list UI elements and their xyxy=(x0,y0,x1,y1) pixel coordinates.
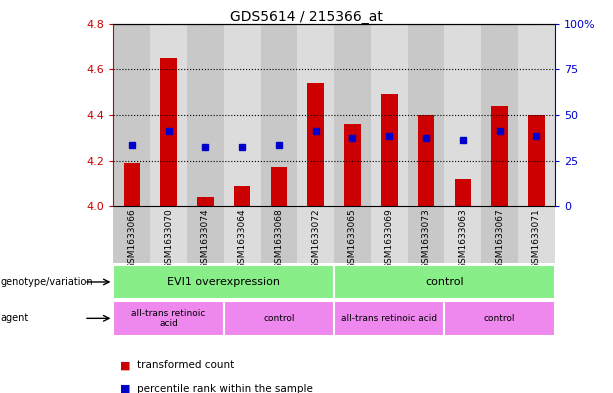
Bar xyxy=(261,206,297,263)
Bar xyxy=(113,206,150,263)
Bar xyxy=(455,179,471,206)
Bar xyxy=(150,206,187,263)
Bar xyxy=(197,197,214,206)
Text: control: control xyxy=(484,314,516,323)
Bar xyxy=(271,167,287,206)
Bar xyxy=(408,24,444,206)
Bar xyxy=(161,58,177,206)
Bar xyxy=(334,24,371,206)
Text: percentile rank within the sample: percentile rank within the sample xyxy=(137,384,313,393)
Bar xyxy=(408,206,444,263)
Bar xyxy=(518,24,555,206)
Text: GSM1633063: GSM1633063 xyxy=(459,208,467,269)
Bar xyxy=(113,24,150,206)
Bar xyxy=(518,206,555,263)
Text: GSM1633064: GSM1633064 xyxy=(238,208,246,269)
Bar xyxy=(124,163,140,206)
Text: control: control xyxy=(425,277,464,287)
Bar xyxy=(234,186,251,206)
Text: genotype/variation: genotype/variation xyxy=(1,277,93,287)
Bar xyxy=(224,301,334,336)
Text: control: control xyxy=(263,314,295,323)
Text: agent: agent xyxy=(1,313,29,323)
Bar xyxy=(444,206,481,263)
Bar xyxy=(481,206,518,263)
Text: GDS5614 / 215366_at: GDS5614 / 215366_at xyxy=(230,10,383,24)
Bar xyxy=(381,94,398,206)
Bar xyxy=(187,206,224,263)
Text: GSM1633071: GSM1633071 xyxy=(532,208,541,269)
Bar xyxy=(492,106,508,206)
Bar xyxy=(444,301,555,336)
Bar xyxy=(371,24,408,206)
Text: all-trans retinoic
acid: all-trans retinoic acid xyxy=(131,309,206,328)
Bar xyxy=(150,24,187,206)
Bar xyxy=(261,24,297,206)
Bar xyxy=(345,124,361,206)
Text: EVI1 overexpression: EVI1 overexpression xyxy=(167,277,280,287)
Text: ■: ■ xyxy=(120,384,130,393)
Bar xyxy=(371,206,408,263)
Text: GSM1633073: GSM1633073 xyxy=(422,208,430,269)
Bar xyxy=(418,115,435,206)
Bar xyxy=(113,301,224,336)
Text: GSM1633065: GSM1633065 xyxy=(348,208,357,269)
Bar xyxy=(528,115,544,206)
Bar xyxy=(224,206,261,263)
Bar xyxy=(481,24,518,206)
Text: GSM1633069: GSM1633069 xyxy=(385,208,394,269)
Bar xyxy=(334,206,371,263)
Bar xyxy=(113,265,334,299)
Bar xyxy=(308,83,324,206)
Text: GSM1633070: GSM1633070 xyxy=(164,208,173,269)
Bar xyxy=(224,24,261,206)
Text: GSM1633066: GSM1633066 xyxy=(128,208,136,269)
Text: GSM1633067: GSM1633067 xyxy=(495,208,504,269)
Text: all-trans retinoic acid: all-trans retinoic acid xyxy=(341,314,437,323)
Bar xyxy=(334,265,555,299)
Bar xyxy=(334,301,444,336)
Text: GSM1633074: GSM1633074 xyxy=(201,208,210,269)
Text: GSM1633068: GSM1633068 xyxy=(275,208,283,269)
Text: transformed count: transformed count xyxy=(137,360,234,371)
Text: GSM1633072: GSM1633072 xyxy=(311,208,320,269)
Text: ■: ■ xyxy=(120,360,130,371)
Bar xyxy=(444,24,481,206)
Bar xyxy=(187,24,224,206)
Bar xyxy=(297,206,334,263)
Bar xyxy=(297,24,334,206)
